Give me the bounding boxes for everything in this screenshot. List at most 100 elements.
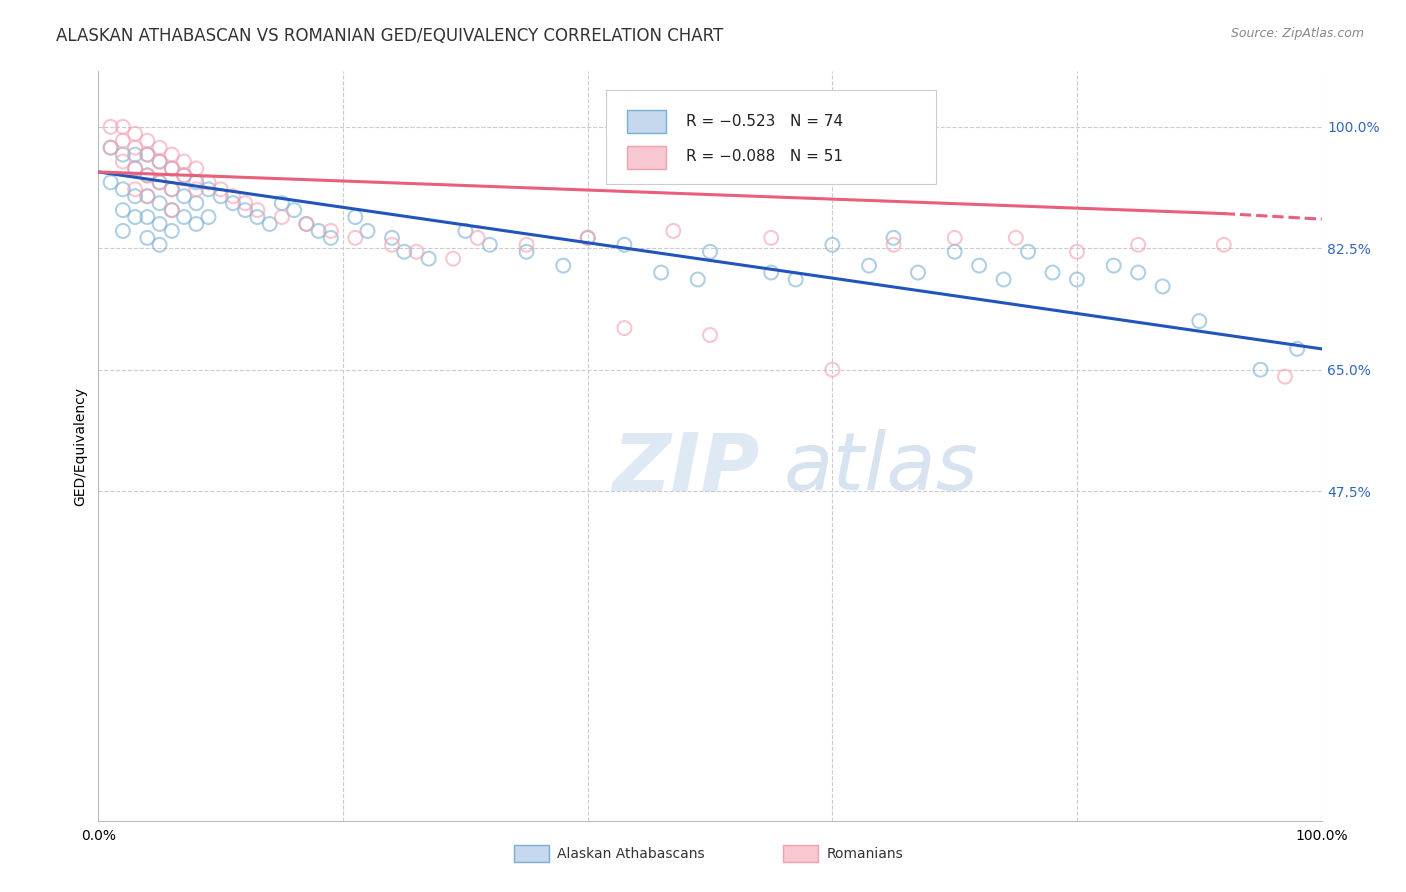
Point [392,244,416,259]
Point [160,182,183,196]
Point [319,224,342,238]
Point [160,182,183,196]
Point [186,182,208,196]
Point [160,147,183,161]
Point [173,169,195,183]
Point [100,141,122,155]
Point [344,231,367,245]
Y-axis label: GED/Equivalency: GED/Equivalency [73,386,87,506]
Point [149,154,172,169]
Point [418,252,440,266]
Point [553,259,575,273]
Point [308,224,330,238]
Point [111,120,134,134]
Point [136,147,159,161]
Point [124,182,146,196]
Point [295,217,318,231]
Point [246,203,269,218]
Point [515,237,537,252]
Text: atlas: atlas [783,429,979,508]
Point [136,169,159,183]
FancyBboxPatch shape [627,111,666,133]
Point [515,244,537,259]
Point [100,175,122,189]
Point [613,321,636,335]
Point [319,231,342,245]
Point [821,362,844,376]
Point [1212,237,1234,252]
Point [100,120,122,134]
Point [858,259,880,273]
Point [883,231,905,245]
Point [111,203,134,218]
Point [149,141,172,155]
Point [209,189,232,203]
Point [907,266,929,280]
Point [270,196,294,211]
Point [111,182,134,196]
Point [160,161,183,176]
Point [405,244,427,259]
Point [1249,362,1271,376]
Point [124,127,146,141]
Point [1128,237,1150,252]
Point [136,189,159,203]
Point [197,175,219,189]
Point [699,328,721,343]
Point [111,134,134,148]
Point [173,210,195,224]
FancyBboxPatch shape [606,90,936,184]
Point [943,244,966,259]
Point [270,210,294,224]
Point [381,231,404,245]
Point [124,210,146,224]
Point [124,161,146,176]
Point [186,196,208,211]
Point [173,169,195,183]
Point [967,259,990,273]
Point [160,161,183,176]
Text: Alaskan Athabascans: Alaskan Athabascans [557,847,704,861]
Text: R = −0.088   N = 51: R = −0.088 N = 51 [686,149,842,163]
Point [1004,231,1026,245]
Text: R = −0.523   N = 74: R = −0.523 N = 74 [686,114,842,129]
Point [111,147,134,161]
Point [1017,244,1039,259]
Point [1286,342,1309,356]
Point [136,134,159,148]
Point [124,189,146,203]
Point [467,231,489,245]
Point [1102,259,1125,273]
Point [186,217,208,231]
Point [136,231,159,245]
Point [149,237,172,252]
Point [149,175,172,189]
Point [613,237,636,252]
Point [197,210,219,224]
Point [149,175,172,189]
Point [283,203,305,218]
Point [222,196,245,211]
FancyBboxPatch shape [627,146,666,169]
Point [136,169,159,183]
Point [1066,244,1088,259]
Point [149,196,172,211]
Point [993,272,1015,286]
Point [160,203,183,218]
Point [173,154,195,169]
Point [149,217,172,231]
Point [381,237,404,252]
Point [821,237,844,252]
Text: Source: ZipAtlas.com: Source: ZipAtlas.com [1230,27,1364,40]
Point [197,182,219,196]
Point [233,196,256,211]
Point [124,161,146,176]
Point [136,189,159,203]
Point [454,224,477,238]
Point [124,141,146,155]
Point [1042,266,1064,280]
Point [136,210,159,224]
Point [1128,266,1150,280]
Point [186,161,208,176]
Point [259,217,281,231]
